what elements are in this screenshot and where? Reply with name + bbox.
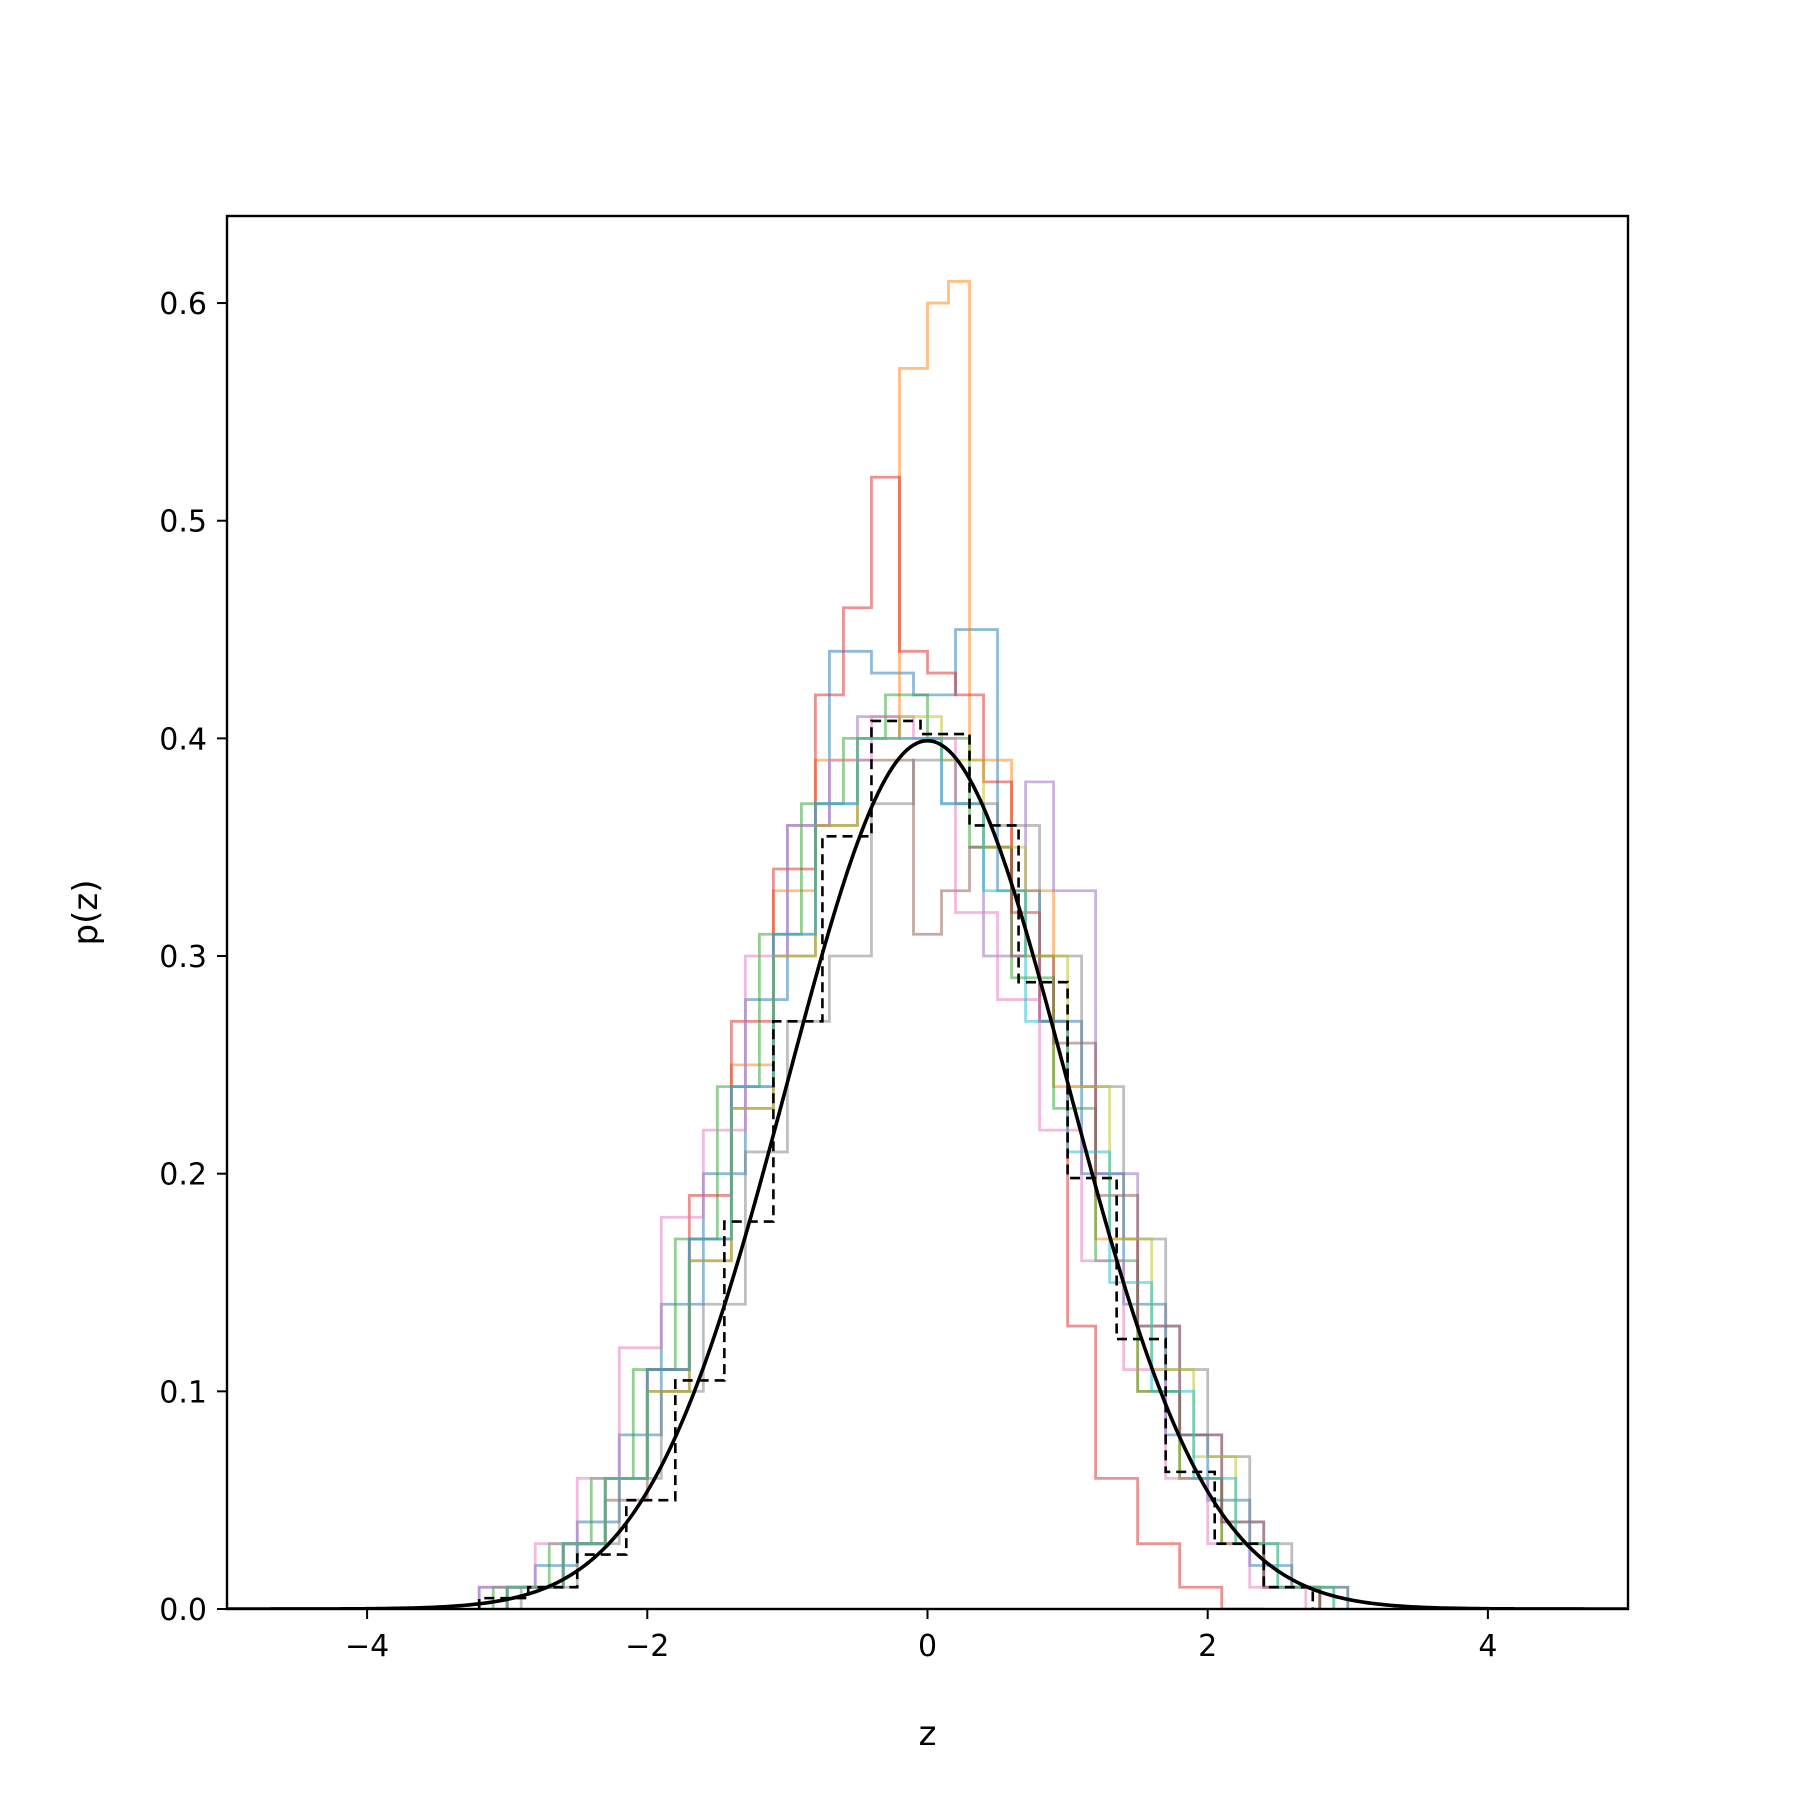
y-tick-label: 0.5 [159, 505, 207, 540]
y-tick-label: 0.6 [159, 287, 207, 322]
histogram-series-4 [505, 475, 1264, 1609]
histogram-series-6 [505, 758, 1322, 1609]
x-tick-label: 4 [1478, 1629, 1497, 1664]
y-axis-ticks: 0.0 0.1 0.2 0.3 0.4 0.5 0.6 [159, 287, 227, 1628]
y-axis-label: p(z) [66, 880, 106, 946]
x-tick-label: −2 [625, 1629, 669, 1664]
y-tick-label: 0.0 [159, 1593, 207, 1628]
histogram-series-8 [519, 758, 1350, 1609]
x-tick-label: 2 [1198, 1629, 1217, 1664]
y-tick-label: 0.1 [159, 1375, 207, 1410]
reference-histogram-dashed [477, 719, 1315, 1609]
histogram-series-10 [505, 736, 1336, 1609]
histogram-series-2 [505, 279, 1322, 1609]
x-tick-label: 0 [918, 1629, 937, 1664]
normal-pdf-curve [227, 738, 1628, 1609]
plot-frame [225, 214, 1630, 1611]
x-tick-label: −4 [345, 1629, 389, 1664]
y-tick-label: 0.4 [159, 722, 207, 757]
y-tick-label: 0.2 [159, 1158, 207, 1193]
series-layer [227, 279, 1628, 1609]
y-tick-label: 0.3 [159, 940, 207, 975]
histogram-series-9 [505, 715, 1336, 1609]
x-axis-label: z [919, 1714, 937, 1754]
x-axis-ticks: −4 −2 0 2 4 [345, 1609, 1497, 1664]
histogram-series-7 [477, 715, 1308, 1609]
